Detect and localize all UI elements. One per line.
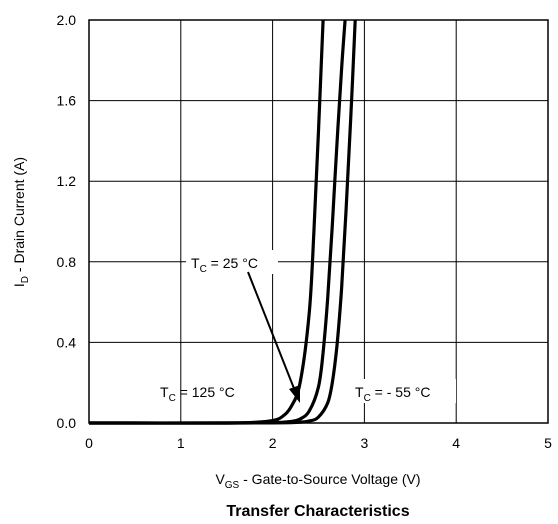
- y-tick-label: 2.0: [57, 12, 77, 28]
- plot-frame: [88, 19, 549, 424]
- y-axis-label: ID - Drain Current (A): [11, 157, 31, 287]
- x-tick-label: 5: [544, 435, 552, 451]
- x-tick-label: 2: [269, 435, 277, 451]
- x-tick-label: 0: [85, 435, 93, 451]
- annotation-bg: [186, 250, 278, 274]
- grid-lines: [89, 20, 548, 423]
- annotation-tc-125: TC = 125 °C: [160, 384, 235, 404]
- y-tick-label: 0.8: [57, 254, 77, 270]
- annotation-label: TC = 25 °C: [191, 255, 258, 275]
- x-tick-labels: 0 1 2 3 4 5: [85, 435, 552, 451]
- x-axis-label: VGS - Gate-to-Source Voltage (V): [215, 471, 420, 491]
- annotation-label: TC = - 55 °C: [355, 384, 430, 404]
- x-tick-label: 4: [452, 435, 460, 451]
- x-tick-label: 1: [177, 435, 185, 451]
- data-curves: [88, 19, 357, 425]
- annotation-tc-25: TC = 25 °C: [186, 250, 300, 403]
- curve-series-1: [88, 19, 347, 425]
- annotation-tc-minus55: TC = - 55 °C: [352, 379, 456, 404]
- x-tick-label: 3: [361, 435, 369, 451]
- annotation-label: TC = 125 °C: [160, 384, 235, 404]
- chart-title: Transfer Characteristics: [226, 503, 409, 520]
- y-tick-label: 0.4: [57, 334, 77, 350]
- y-tick-label: 0.0: [57, 415, 77, 431]
- annotation-arrow-head: [289, 385, 300, 403]
- y-tick-label: 1.6: [57, 93, 77, 109]
- y-tick-labels: 0.0 0.4 0.8 1.2 1.6 2.0: [57, 12, 77, 431]
- annotation-bg: [352, 379, 456, 403]
- y-tick-label: 1.2: [57, 173, 77, 189]
- curve-series-0: [89, 19, 325, 425]
- annotation-arrow-line: [247, 271, 296, 392]
